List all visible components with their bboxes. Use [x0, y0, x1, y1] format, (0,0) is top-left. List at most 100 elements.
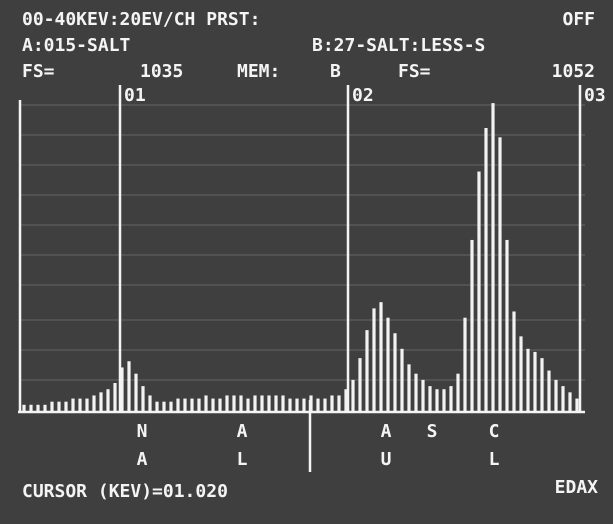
spectrum-bar [435, 389, 439, 411]
fs-a-label: FS= [22, 61, 55, 82]
marker-label: 02 [352, 85, 374, 106]
spectrum-bar [365, 330, 369, 411]
spectrum-bar [554, 379, 558, 411]
spectrum-bar [57, 401, 61, 411]
spectrum-bar [484, 127, 488, 412]
element-label: S [427, 421, 438, 442]
spectrum-bar [78, 398, 82, 411]
element-label: L [489, 449, 500, 470]
spectrum-bar [575, 398, 579, 411]
element-label: N [137, 421, 148, 442]
spectrum-bar [50, 401, 54, 411]
element-label: U [381, 449, 392, 470]
spectrum-bar [351, 379, 355, 411]
spectrum-bar [71, 398, 75, 411]
spectrum-bar [288, 398, 292, 411]
spectrum-bar [477, 171, 481, 411]
spectrum-bar [120, 367, 124, 411]
spectrum-bar [260, 395, 264, 411]
spectrum-bar [85, 398, 89, 411]
marker-label: 01 [124, 85, 146, 106]
spectrum-bar [309, 395, 313, 411]
element-label: A [237, 421, 248, 442]
spectrum-bar [547, 370, 551, 411]
spectrum-bar [400, 348, 404, 411]
memory-b: B:27-SALT:LESS-S [312, 35, 485, 56]
spectrum-bar [386, 317, 390, 411]
spectrum-bar [239, 395, 243, 411]
spectrum-bar [330, 395, 334, 411]
spectrum-bar [414, 373, 418, 411]
spectrum-bar [64, 401, 68, 411]
spectrum-bar [246, 398, 250, 411]
spectrum-bar [526, 348, 530, 411]
spectrum-bar [316, 398, 320, 411]
spectrum-bar [442, 389, 446, 411]
element-label: L [237, 449, 248, 470]
spectrum-bar [561, 386, 565, 411]
spectrum-bar [232, 395, 236, 411]
spectrum-bar [428, 386, 432, 411]
spectrum-bar [505, 239, 509, 411]
spectrum-bar [162, 401, 166, 411]
spectrum-bar [106, 389, 110, 411]
marker-label: 03 [584, 85, 606, 106]
spectrum-bar [344, 389, 348, 411]
spectrum-bar [533, 351, 537, 411]
spectrum-bar [274, 395, 278, 411]
spectrum-bar [29, 404, 33, 411]
spectrum-bar [407, 364, 411, 411]
spectrum-bar [281, 395, 285, 411]
range: 00-40KEV:20EV/CH PRST: [22, 9, 260, 30]
spectrum-bar [358, 358, 362, 411]
spectrum-bar [99, 392, 103, 411]
spectrum-bar [169, 401, 173, 411]
mem-label: MEM: [237, 61, 280, 82]
spectrum-bar [267, 395, 271, 411]
spectrum-bar [337, 395, 341, 411]
preset: OFF [562, 9, 595, 30]
spectrum-bar [204, 395, 208, 411]
spectrum-bar [295, 398, 299, 411]
spectrum-bar [568, 392, 572, 411]
spectrum-bar [470, 239, 474, 411]
spectrum-bar [463, 317, 467, 411]
spectrum-bar [211, 398, 215, 411]
spectrum-bar [190, 398, 194, 411]
fs-b: 1052 [552, 61, 595, 82]
spectrum-bar [449, 386, 453, 411]
spectrum-bar [183, 398, 187, 411]
spectrum-bar [512, 311, 516, 411]
spectrum-bar [134, 373, 138, 411]
spectrum-bar [43, 404, 47, 411]
spectrum-bar [155, 401, 159, 411]
spectrum-bar [498, 137, 502, 411]
spectrum-bar [323, 398, 327, 411]
element-label: C [489, 421, 500, 442]
brand: EDAX [555, 477, 599, 498]
spectrum-bar [393, 333, 397, 411]
spectrum-bar [456, 373, 460, 411]
cursor-readout: CURSOR (KEV)=01.020 [22, 481, 228, 502]
element-label: A [381, 421, 392, 442]
spectrum-bar [302, 398, 306, 411]
spectrum-bar [22, 404, 26, 411]
spectrum-bar [148, 395, 152, 411]
mem: B [330, 61, 341, 82]
spectrum-bar [372, 308, 376, 411]
spectrum-bar [519, 336, 523, 411]
fs-a: 1035 [140, 61, 183, 82]
spectrum-bar [491, 103, 495, 412]
spectrum-bar [141, 386, 145, 411]
spectrum-bar [36, 404, 40, 411]
spectrum-bar [379, 302, 383, 411]
spectrum-bar [127, 361, 131, 411]
spectrum-bar [253, 395, 257, 411]
spectrum-bar [113, 383, 117, 411]
spectrum-bar [421, 379, 425, 411]
memory-a: A:015-SALT [22, 35, 131, 56]
fs-b-label: FS= [398, 61, 431, 82]
